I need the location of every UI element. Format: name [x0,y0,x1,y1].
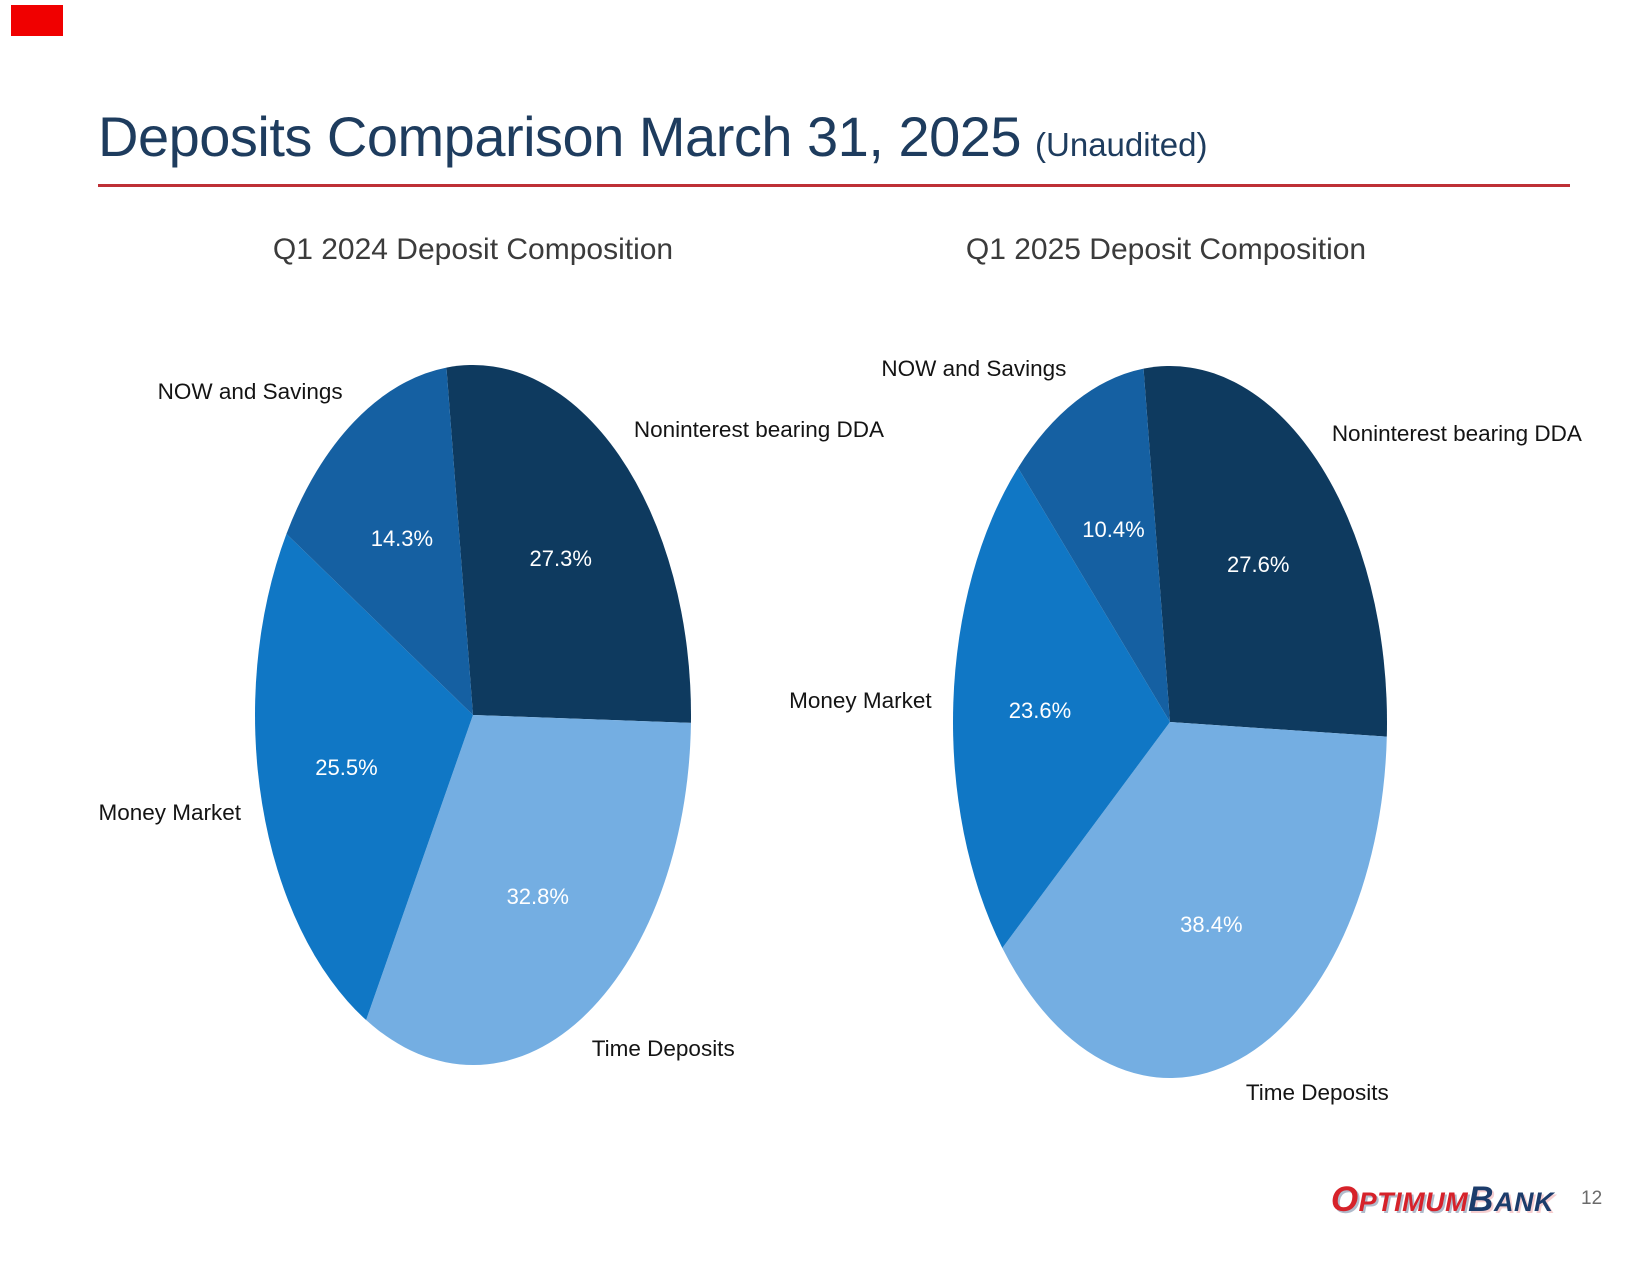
page-number: 12 [1581,1188,1603,1209]
title-underline [98,184,1570,187]
category-label-noninterest-bearing-dda: Noninterest bearing DDA [1331,421,1582,447]
page-title: Deposits Comparison March 31, 2025 [98,105,1022,168]
percent-label: 38.4% [1180,911,1243,937]
pie-slice-money-market [255,533,473,1021]
percent-label: 25.5% [315,755,378,781]
pie-slice-time-deposits [1002,722,1387,1078]
pie-slice-noninterest-bearing-dda [1143,365,1388,737]
percent-label: 10.4% [1082,516,1145,542]
percent-label: 23.6% [1008,697,1072,723]
bank-logo: OptimumBank [1331,1180,1554,1220]
pie-slice-now-and-savings [1018,368,1170,722]
chart-title-q1-2025: Q1 2025 Deposit Composition [965,233,1367,266]
category-label-money-market: Money Market [98,799,242,825]
category-label-time-deposits: Time Deposits [1245,1080,1389,1106]
category-label-time-deposits: Time Deposits [591,1036,735,1062]
pie-slice-time-deposits [366,715,691,1065]
percent-label: 14.3% [370,525,434,551]
category-label-now-and-savings: NOW and Savings [881,356,1067,382]
percent-label: 27.6% [1227,551,1290,577]
logo-optimum-text: Optimum [1330,1180,1469,1219]
logo-bank-text: Bank [1468,1180,1554,1219]
chart-title-q1-2024: Q1 2024 Deposit Composition [272,233,674,266]
category-label-now-and-savings: NOW and Savings [157,378,343,404]
pie-slice-noninterest-bearing-dda [446,364,692,723]
page-subtitle: (Unaudited) [1035,126,1208,163]
corner-marker [11,5,63,36]
category-label-noninterest-bearing-dda: Noninterest bearing DDA [633,416,885,442]
pie-slice-now-and-savings [286,367,473,715]
header: Deposits Comparison March 31, 2025 (Unau… [98,104,1207,169]
pie-slice-money-market [953,467,1170,948]
category-label-money-market: Money Market [789,687,932,713]
percent-label: 32.8% [506,884,569,910]
percent-label: 27.3% [529,546,592,572]
